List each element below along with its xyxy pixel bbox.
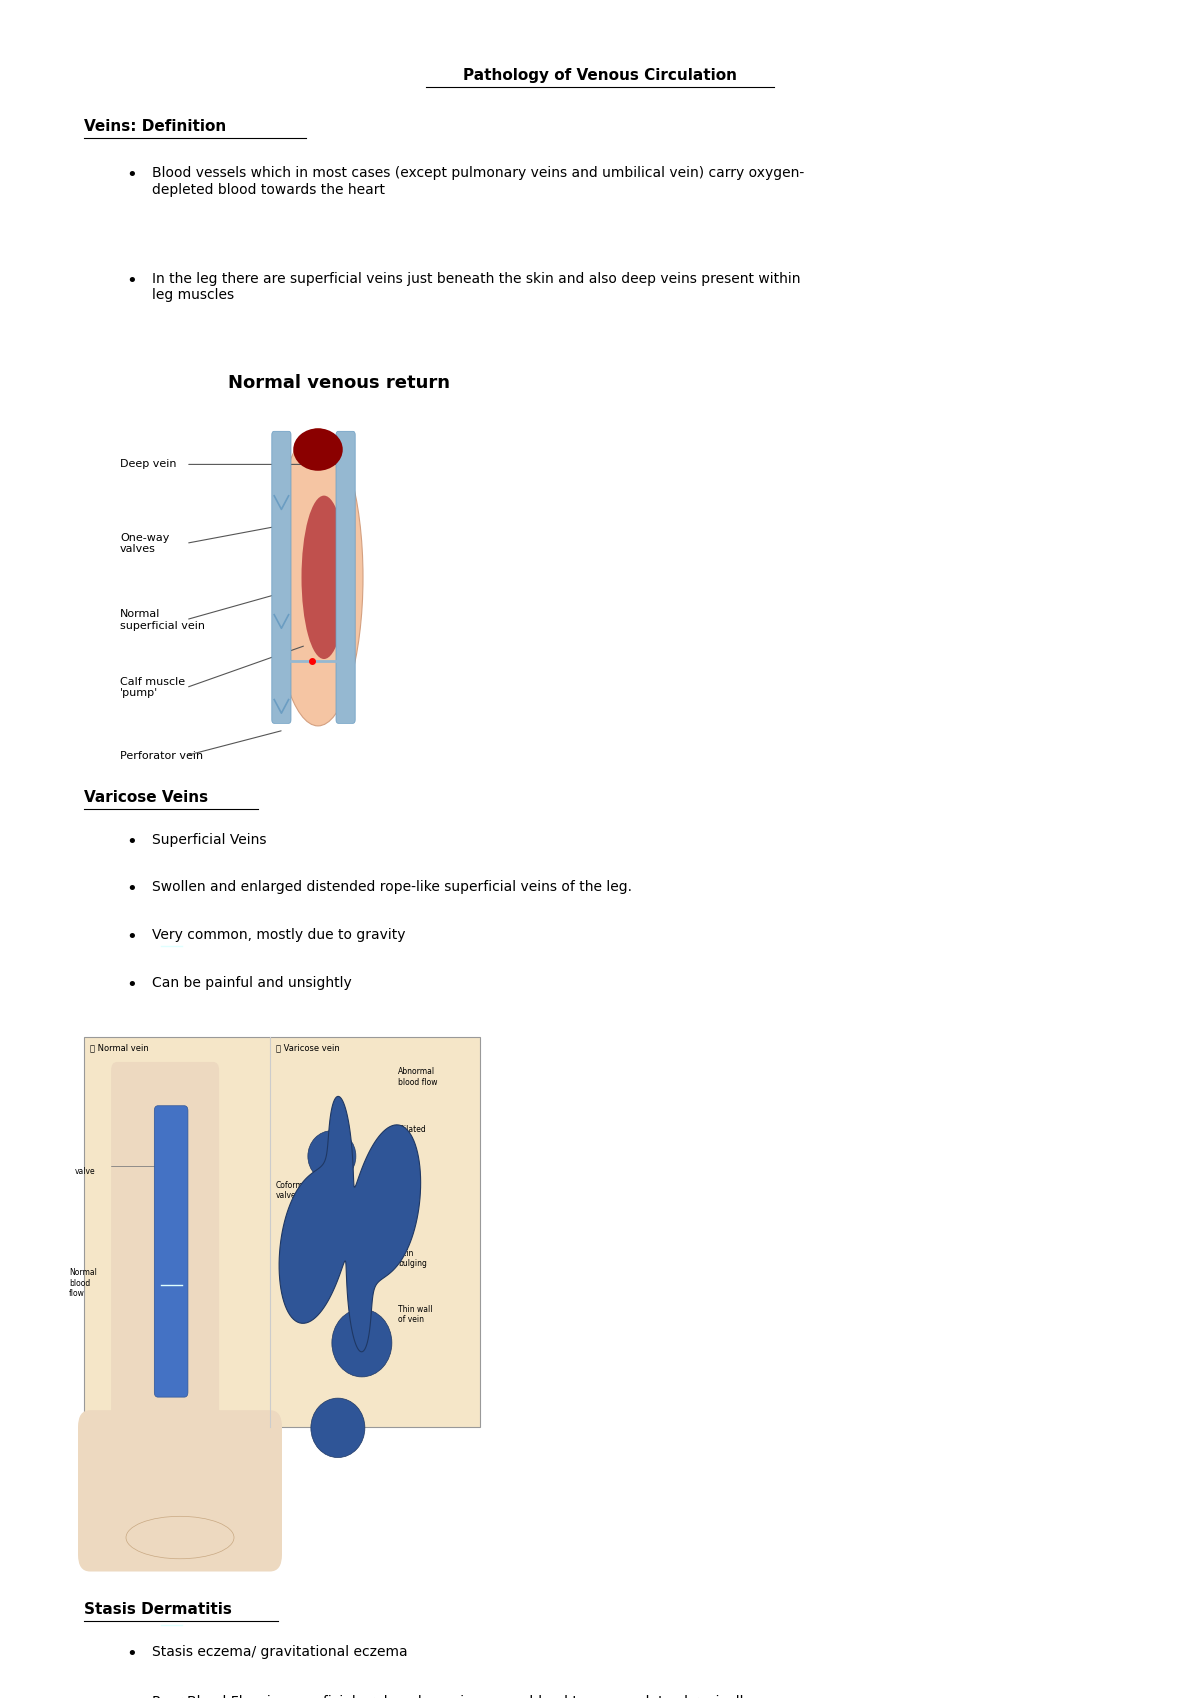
Text: Deep vein: Deep vein: [120, 460, 176, 469]
Ellipse shape: [126, 1516, 234, 1559]
Text: Very common, mostly due to gravity: Very common, mostly due to gravity: [152, 929, 406, 942]
FancyBboxPatch shape: [112, 1061, 220, 1420]
Text: Perforator vein: Perforator vein: [120, 751, 203, 761]
Text: •: •: [126, 834, 137, 851]
FancyBboxPatch shape: [272, 431, 292, 723]
Ellipse shape: [308, 1131, 356, 1182]
Text: Normal
blood
flow: Normal blood flow: [70, 1268, 97, 1299]
Text: •: •: [126, 1645, 137, 1662]
FancyBboxPatch shape: [155, 1105, 188, 1397]
Text: Blood vessels which in most cases (except pulmonary veins and umbilical vein) ca: Blood vessels which in most cases (excep…: [152, 166, 805, 197]
FancyBboxPatch shape: [84, 1037, 480, 1428]
Text: •: •: [126, 272, 137, 290]
Text: •: •: [126, 881, 137, 898]
Text: •: •: [126, 929, 137, 946]
Text: Veins: Definition: Veins: Definition: [84, 119, 227, 134]
Text: Swollen and enlarged distended rope-like superficial veins of the leg.: Swollen and enlarged distended rope-like…: [152, 881, 632, 895]
Text: Varicose Veins: Varicose Veins: [84, 791, 208, 805]
Text: valve: valve: [76, 1167, 96, 1175]
Ellipse shape: [301, 496, 347, 659]
Text: Poor Blood Flow in superficial or deep leg veins cause blood to accumulate chron: Poor Blood Flow in superficial or deep l…: [152, 1696, 755, 1698]
Ellipse shape: [332, 1309, 392, 1377]
Polygon shape: [280, 1097, 421, 1352]
Text: Normal venous return: Normal venous return: [228, 374, 450, 392]
Text: Abnormal
blood flow: Abnormal blood flow: [398, 1068, 437, 1087]
Text: Skin
bulging: Skin bulging: [398, 1250, 427, 1268]
Text: •: •: [126, 976, 137, 993]
Ellipse shape: [311, 1397, 365, 1457]
Text: Stasis Dermatitis: Stasis Dermatitis: [84, 1603, 232, 1616]
Text: Calf muscle
'pump': Calf muscle 'pump': [120, 678, 185, 698]
Ellipse shape: [293, 428, 343, 470]
Text: Superficial Veins: Superficial Veins: [152, 834, 266, 847]
FancyBboxPatch shape: [336, 431, 355, 723]
Text: Ⓐ Normal vein: Ⓐ Normal vein: [90, 1044, 149, 1053]
Text: Pathology of Venous Circulation: Pathology of Venous Circulation: [463, 68, 737, 83]
Text: Thin wall
of vein: Thin wall of vein: [398, 1306, 432, 1324]
Text: Normal
superficial vein: Normal superficial vein: [120, 610, 205, 630]
Text: Ⓐ Varicose vein: Ⓐ Varicose vein: [276, 1044, 340, 1053]
FancyBboxPatch shape: [78, 1411, 282, 1572]
Text: Can be painful and unsightly: Can be painful and unsightly: [152, 976, 352, 990]
Text: In the leg there are superficial veins just beneath the skin and also deep veins: In the leg there are superficial veins j…: [152, 272, 800, 302]
Text: Stasis eczema/ gravitational eczema: Stasis eczema/ gravitational eczema: [152, 1645, 408, 1659]
Text: One-way
valves: One-way valves: [120, 533, 169, 554]
Ellipse shape: [274, 428, 364, 727]
Text: •: •: [126, 1696, 137, 1698]
Text: •: •: [126, 166, 137, 185]
Text: Dilated
vein: Dilated vein: [398, 1126, 426, 1144]
Text: Coformed
valve: Coformed valve: [276, 1182, 313, 1200]
